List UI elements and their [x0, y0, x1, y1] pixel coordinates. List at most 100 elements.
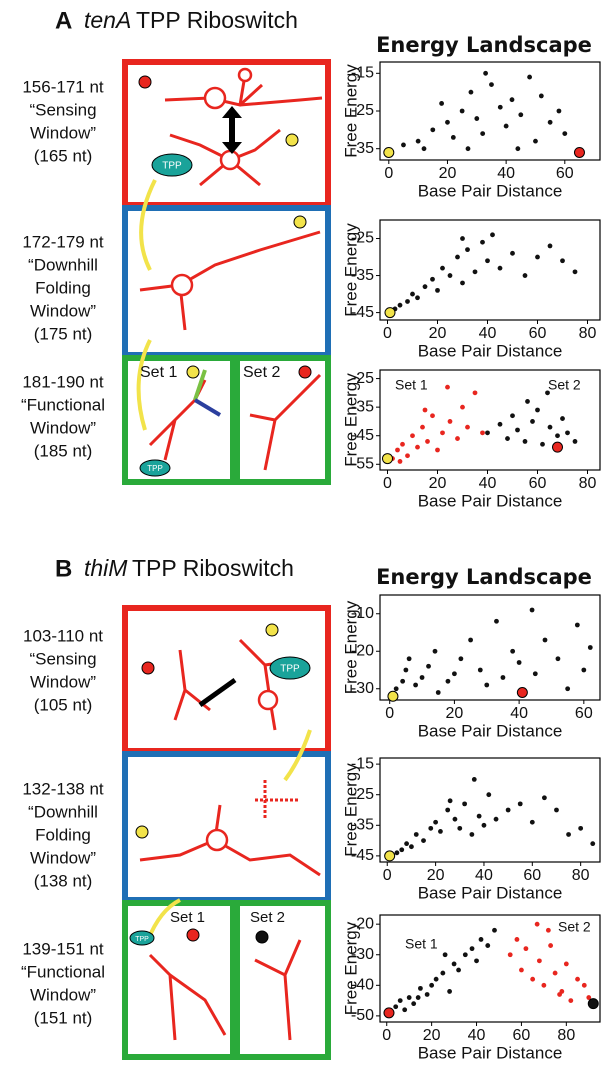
point [534, 921, 540, 927]
y-tick-label: -25 [351, 786, 374, 803]
x-tick-label: 20 [429, 475, 447, 492]
point [435, 287, 440, 293]
point [565, 430, 570, 436]
loop [203, 86, 227, 110]
y-tick-label: -35 [351, 817, 374, 834]
x-axis-label: Base Pair Distance [418, 181, 563, 200]
point [421, 838, 426, 843]
point [483, 70, 488, 76]
x-axis-label: Base Pair Distance [418, 883, 563, 902]
point [459, 108, 465, 114]
point [541, 795, 547, 801]
point [522, 273, 528, 278]
point [460, 280, 465, 286]
window-label: (151 nt) [34, 1008, 93, 1027]
plot-frame [379, 914, 601, 1023]
point [509, 97, 515, 103]
point [489, 82, 494, 88]
panel-title: TPP Riboswitch [136, 7, 298, 33]
point [557, 992, 562, 997]
window-label: Folding [35, 825, 91, 844]
point [458, 656, 464, 662]
point [493, 816, 499, 822]
window-label: 139-151 nt [22, 939, 104, 958]
point [397, 459, 403, 464]
point [400, 441, 405, 447]
point [429, 982, 435, 988]
red-dot [186, 928, 200, 942]
y-axis-label: Free Energy [341, 373, 360, 467]
point [438, 829, 443, 834]
point [465, 146, 471, 152]
arrowheads [222, 106, 242, 154]
point [556, 108, 562, 114]
point [445, 807, 451, 813]
x-tick-label: 20 [427, 867, 445, 884]
y-tick-label: -30 [351, 680, 374, 697]
x-tick-label: 60 [575, 705, 593, 722]
sensing-box [122, 605, 331, 754]
point [505, 807, 511, 813]
helix [193, 398, 222, 417]
window-label: “Sensing [29, 100, 96, 119]
point [440, 970, 446, 976]
x-tick-label: 40 [468, 1027, 486, 1044]
annotation: Set 2 [548, 377, 581, 393]
point [465, 247, 470, 253]
point [510, 413, 515, 419]
window-label: Window” [30, 848, 96, 867]
rna [254, 939, 302, 1041]
point [485, 943, 491, 948]
point [462, 801, 468, 807]
point [465, 424, 470, 430]
point [530, 976, 536, 982]
point [460, 236, 465, 241]
point [560, 416, 565, 421]
point [415, 444, 420, 450]
highlight-point [383, 1007, 395, 1019]
point [455, 436, 460, 441]
window-label: (185 nt) [34, 441, 93, 460]
plot-frame [379, 757, 601, 863]
point [529, 607, 535, 613]
point [460, 404, 465, 410]
functional-box-1 [122, 900, 236, 1060]
point [578, 825, 584, 831]
plot-frame [379, 369, 601, 471]
rna [249, 373, 322, 471]
point [492, 927, 497, 933]
window-label: “Functional [21, 395, 105, 414]
highlight-point [387, 690, 399, 702]
point [532, 671, 538, 677]
double-arrow [198, 677, 237, 708]
point [568, 998, 574, 1003]
point [474, 958, 479, 964]
point [527, 74, 532, 80]
y-tick-label: -30 [351, 946, 374, 963]
yellow-dot [265, 623, 279, 637]
plot-frame [379, 594, 601, 701]
x-tick-label: 20 [423, 1027, 441, 1044]
point [404, 841, 409, 847]
point [510, 250, 515, 256]
point [435, 690, 441, 695]
y-tick-label: -45 [351, 304, 374, 321]
point [485, 258, 490, 264]
point [494, 618, 499, 624]
panel-title: TPP Riboswitch [132, 555, 294, 581]
x-axis-label: Base Pair Distance [418, 491, 563, 510]
panel-label: A [55, 7, 72, 34]
red-dot [138, 75, 152, 89]
point [426, 663, 431, 669]
point [402, 1007, 408, 1013]
downhill-box [122, 205, 331, 358]
point [497, 265, 503, 271]
loop [257, 689, 279, 711]
rna [173, 649, 211, 721]
point [522, 439, 528, 444]
highlight-point [587, 998, 599, 1010]
window-label: 103-110 nt [23, 626, 103, 645]
downhill-box [122, 751, 331, 903]
window-label: Window” [30, 301, 96, 320]
rna [238, 638, 301, 731]
